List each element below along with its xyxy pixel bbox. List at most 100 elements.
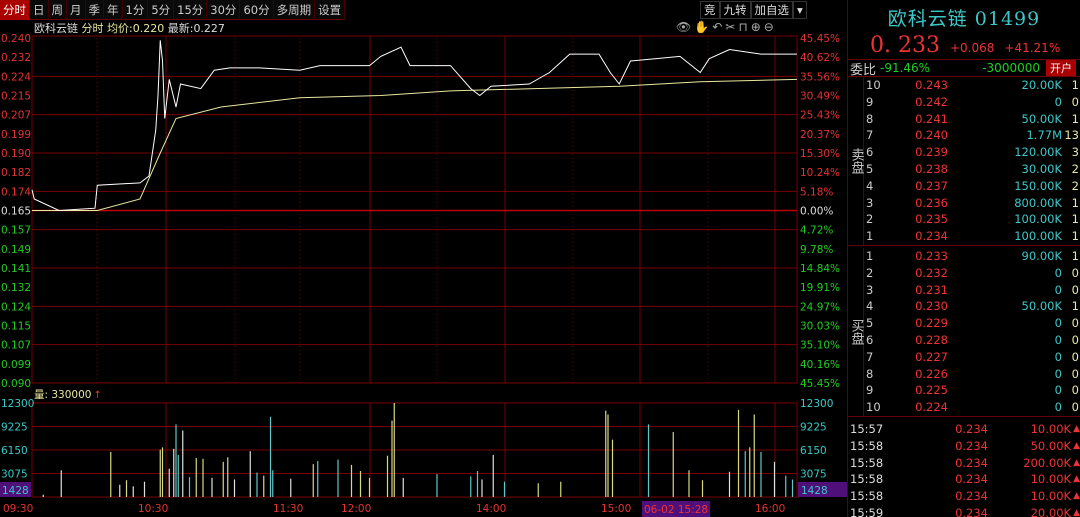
quote-name: 欧科云链: [887, 8, 968, 30]
sell-row[interactable]: 10 0.243 20.00K 1: [848, 77, 1080, 94]
price-tick: 0.215: [1, 91, 31, 103]
tab-1[interactable]: 日: [30, 0, 49, 20]
tick-price: 0.234: [955, 472, 988, 487]
sell-row[interactable]: 9 0.242 0 0: [848, 94, 1080, 111]
sell-count: 1: [1071, 78, 1079, 92]
time-tick: 09:30: [3, 503, 33, 515]
sell-level: 9: [866, 94, 874, 109]
pct-tick: 45.45%: [800, 33, 840, 45]
jiuzhuan-button[interactable]: 九转: [719, 1, 751, 19]
sell-count: 0: [1071, 94, 1079, 109]
tab-6[interactable]: 1分: [123, 0, 149, 20]
tick-row: 15:58 0.234 10.00K ▲: [848, 488, 1080, 505]
sell-side-label: 卖盘: [848, 77, 864, 245]
buy-row[interactable]: 1 0.233 90.00K 1: [848, 248, 1080, 265]
tick-list[interactable]: 15:57 0.234 10.00K ▲ 15:58 0.234 50.00K ▲ 15:58 0…: [848, 421, 1080, 517]
pct-tick: 9.78%: [800, 244, 833, 256]
sell-price: 0.241: [915, 111, 948, 126]
volume-tick: 12300: [1, 398, 34, 410]
sell-row[interactable]: 7 0.240 1.77M 13: [848, 127, 1080, 144]
price-tick: 0.207: [1, 110, 31, 122]
tab-10[interactable]: 60分: [240, 0, 274, 20]
time-tick: 12:00: [341, 503, 371, 515]
price-tick: 0.149: [1, 244, 31, 256]
hand-icon[interactable]: ✋: [694, 20, 710, 34]
sell-price: 0.239: [915, 145, 948, 160]
dropdown-button[interactable]: ▾: [793, 1, 807, 19]
scissors-icon[interactable]: ✂: [725, 20, 736, 34]
last-label: 最新:: [167, 22, 194, 35]
up-arrow-icon: ↑: [93, 390, 101, 401]
sell-row[interactable]: 1 0.234 100.00K 1: [848, 228, 1080, 245]
sell-row[interactable]: 3 0.236 800.00K 1: [848, 195, 1080, 212]
sell-level: 5: [866, 161, 874, 176]
tab-0[interactable]: 分时: [0, 0, 30, 20]
open-account-button[interactable]: 开户: [1046, 60, 1076, 76]
buy-row[interactable]: 6 0.228 0 0: [848, 332, 1080, 349]
sell-row[interactable]: 6 0.239 120.00K 3: [848, 144, 1080, 161]
buy-price: 0.231: [915, 282, 948, 297]
sell-row[interactable]: 4 0.237 150.00K 2: [848, 178, 1080, 195]
tick-row: 15:57 0.234 10.00K ▲: [848, 421, 1080, 438]
price-line: [31, 40, 797, 212]
price-tick: 0.132: [1, 282, 31, 294]
jing-button[interactable]: 竞: [700, 1, 720, 19]
zoom-in-icon[interactable]: ⊕: [750, 20, 761, 34]
buy-row[interactable]: 7 0.227 0 0: [848, 349, 1080, 366]
tab-9[interactable]: 30分: [207, 0, 241, 20]
buy-level: 3: [866, 282, 874, 297]
buy-row[interactable]: 4 0.230 50.00K 1: [848, 298, 1080, 315]
buy-level: 8: [866, 366, 874, 381]
tab-11[interactable]: 多周期: [274, 0, 316, 20]
lock-icon[interactable]: ⊓: [738, 20, 748, 34]
buy-price: 0.227: [915, 349, 948, 364]
buy-row[interactable]: 8 0.226 0 0: [848, 366, 1080, 383]
pct-tick: 15.30%: [800, 148, 840, 160]
tab-3[interactable]: 月: [67, 0, 86, 20]
volume-cursor-value: 1428: [2, 485, 29, 497]
buy-level: 7: [866, 349, 874, 364]
sell-book: 卖盘 10 0.243 20.00K 1 9 0.242 0 0 8 0.241 50.00K 1 7 0…: [848, 77, 1080, 246]
sell-row[interactable]: 2 0.235 100.00K 1: [848, 211, 1080, 228]
price-tick: 0.115: [1, 321, 31, 333]
undo-icon[interactable]: ↶: [712, 20, 723, 34]
buy-row[interactable]: 9 0.225 0 0: [848, 382, 1080, 399]
buy-book: 买盘 1 0.233 90.00K 1 2 0.232 0 0 3 0.231 0 0 4 0.230 50…: [848, 247, 1080, 417]
price-tick: 0.190: [1, 148, 31, 160]
pct-tick: 10.24%: [800, 167, 840, 179]
tab-8[interactable]: 15分: [174, 0, 208, 20]
tick-time: 15:58: [850, 472, 884, 487]
add-watchlist-button[interactable]: 加自选: [750, 1, 793, 19]
buy-row[interactable]: 2 0.232 0 0: [848, 265, 1080, 282]
buy-row[interactable]: 10 0.224 0 0: [848, 399, 1080, 416]
sell-row[interactable]: 5 0.238 30.00K 2: [848, 161, 1080, 178]
buy-count: 0: [1071, 282, 1079, 297]
tab-7[interactable]: 5分: [148, 0, 175, 20]
pct-tick: 14.84%: [800, 263, 840, 275]
buy-side-label: 买盘: [848, 247, 864, 416]
price-tick: 0.182: [1, 167, 31, 179]
top-right-tools: 竞 九转 加自选 ▾: [700, 1, 807, 19]
buy-row[interactable]: 5 0.229 0 0: [848, 315, 1080, 332]
time-tick: 15:00: [601, 503, 631, 515]
pct-tick: 40.62%: [800, 52, 840, 64]
tab-12[interactable]: 设置: [315, 0, 346, 20]
eye-icon[interactable]: 👁: [676, 20, 692, 34]
sell-label: 卖盘: [848, 147, 864, 174]
volume-cursor-box: [798, 482, 847, 497]
price-tick: 0.099: [1, 359, 31, 371]
pct-tick: 20.37%: [800, 129, 840, 141]
tick-row: 15:59 0.234 20.00K ▲: [848, 505, 1080, 517]
sell-volume: 20.00K: [1021, 78, 1062, 92]
pct-tick: 25.43%: [800, 110, 840, 122]
sell-row[interactable]: 8 0.241 50.00K 1: [848, 111, 1080, 128]
tab-4[interactable]: 季: [86, 0, 104, 20]
sell-volume: 150.00K: [1014, 178, 1062, 193]
buy-volume: 0: [1054, 366, 1062, 381]
zoom-out-icon[interactable]: ⊖: [763, 20, 774, 34]
tab-2[interactable]: 周: [49, 0, 67, 20]
buy-row[interactable]: 3 0.231 0 0: [848, 282, 1080, 299]
intraday-chart[interactable]: 0.240 45.45% 0.232 40.62% 0.224 35.56% 0.215 30…: [0, 0, 847, 517]
buy-volume: 0: [1054, 265, 1062, 280]
tab-5[interactable]: 年: [104, 0, 123, 20]
